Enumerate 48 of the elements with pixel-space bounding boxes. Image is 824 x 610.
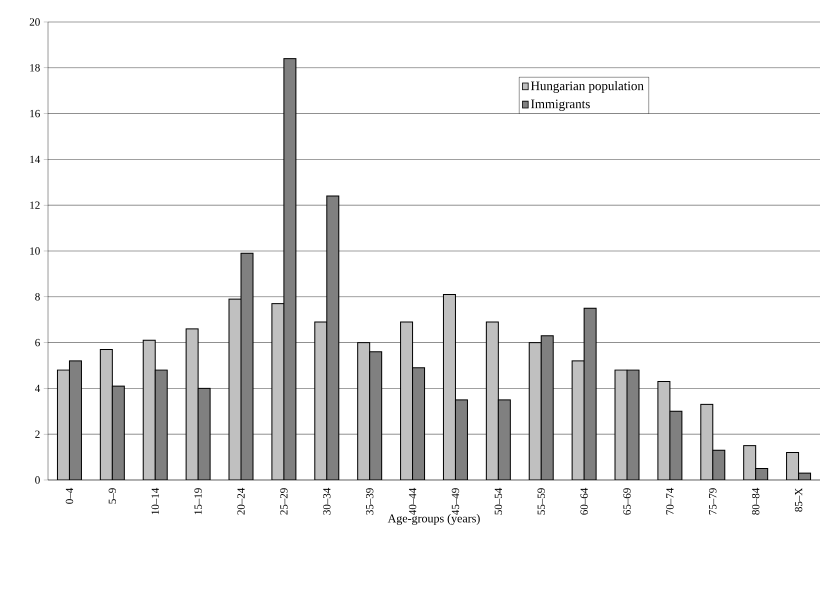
- bar: [186, 328, 199, 480]
- x-tick-label: 70–74: [666, 488, 674, 514]
- y-tick-label: 8: [35, 293, 40, 300]
- legend-label: Immigrants: [531, 100, 590, 111]
- bar: [657, 381, 670, 480]
- x-tick-label: 20–24: [237, 488, 245, 515]
- x-tick-label: 85–X: [794, 488, 802, 512]
- x-tick-label: 55–59: [538, 488, 545, 515]
- x-tick-label: 15–19: [194, 488, 202, 514]
- x-tick-label: 40–44: [408, 488, 416, 515]
- bar: [314, 321, 328, 480]
- legend-label: Hungarian population: [530, 81, 644, 93]
- bar: [400, 321, 414, 480]
- y-tick-label: 10: [30, 247, 40, 255]
- bar: [442, 294, 456, 480]
- x-tick-label: 25–29: [280, 488, 288, 515]
- x-tick-label: 65–69: [623, 488, 631, 515]
- bar: [357, 342, 370, 480]
- x-tick-label: 0–4: [66, 488, 74, 504]
- y-tick-label: 16: [30, 110, 40, 118]
- y-tick-label: 2: [35, 430, 40, 438]
- bar: [100, 348, 113, 480]
- x-tick-label: 80–84: [752, 488, 760, 515]
- y-tick-label: 6: [35, 338, 40, 346]
- bar: [271, 303, 284, 480]
- y-tick-label: 14: [30, 156, 40, 163]
- bar: [614, 370, 628, 480]
- y-tick-label: 18: [30, 64, 40, 72]
- y-tick-label: 12: [30, 202, 40, 209]
- x-tick-label: 10–14: [152, 488, 159, 514]
- bar: [528, 342, 542, 480]
- bar: [486, 321, 499, 480]
- bar: [700, 404, 714, 480]
- x-tick-label: 60–64: [580, 488, 588, 515]
- x-tick-label: 45–49: [452, 488, 460, 515]
- x-tick-label: 50–54: [494, 488, 502, 515]
- x-tick-label: 5–9: [108, 488, 116, 504]
- x-tick-label: 35–39: [366, 488, 374, 515]
- x-tick-label: 30–34: [323, 488, 330, 515]
- bar: [142, 340, 156, 480]
- y-tick-label: 0: [35, 476, 40, 484]
- bar: [572, 360, 585, 480]
- y-tick-label: 4: [34, 384, 40, 392]
- bar: [56, 370, 70, 480]
- y-tick-label: 20: [30, 18, 40, 26]
- x-axis-title: Age-groups (years): [388, 514, 480, 525]
- x-tick-label: 75–79: [709, 488, 716, 514]
- bar: [228, 298, 242, 480]
